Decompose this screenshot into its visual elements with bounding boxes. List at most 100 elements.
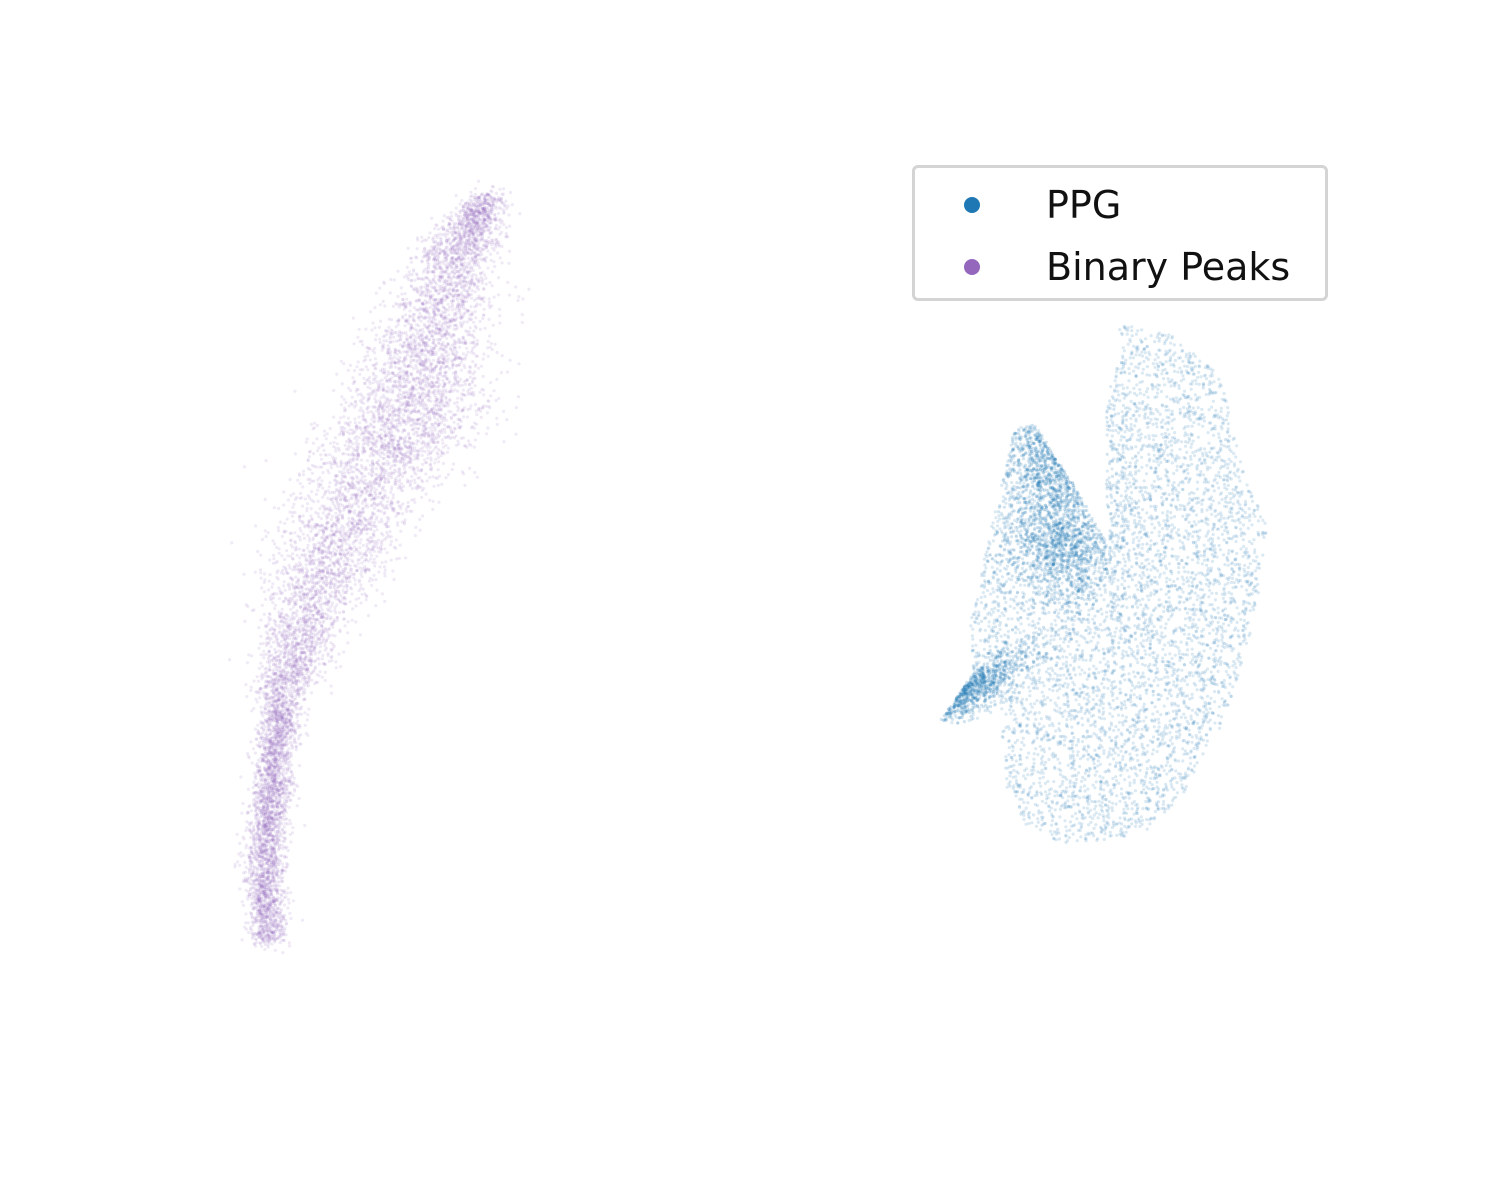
ppg-point xyxy=(1148,457,1152,461)
ppg-point xyxy=(1229,580,1233,584)
ppg-point xyxy=(1125,446,1129,450)
ppg-point xyxy=(1132,537,1136,542)
ppg-point xyxy=(1057,597,1061,601)
ppg-point xyxy=(992,570,996,574)
ppg-point xyxy=(1134,445,1138,449)
ppg-point xyxy=(1175,683,1179,687)
ppg-point xyxy=(1137,580,1141,584)
ppg-point xyxy=(1013,687,1017,692)
ppg-point xyxy=(1133,461,1138,465)
ppg-point xyxy=(1154,671,1159,675)
ppg-point xyxy=(1250,542,1254,546)
ppg-point xyxy=(1136,758,1140,763)
ppg-point xyxy=(1066,498,1070,502)
ppg-point xyxy=(1041,701,1045,706)
ppg-point xyxy=(1029,446,1033,450)
ppg-point xyxy=(1156,730,1160,734)
ppg-point xyxy=(1117,646,1121,650)
ppg-point xyxy=(1166,377,1170,381)
ppg-point xyxy=(1257,562,1261,566)
ppg-point xyxy=(1182,600,1186,604)
ppg-point xyxy=(1003,607,1007,611)
ppg-point xyxy=(1172,485,1176,489)
ppg-point xyxy=(1038,681,1042,685)
ppg-point xyxy=(1229,449,1233,453)
ppg-point xyxy=(1066,794,1071,798)
ppg-point xyxy=(1167,617,1171,622)
ppg-point xyxy=(1103,673,1107,677)
ppg-point xyxy=(1122,672,1126,677)
ppg-point xyxy=(1078,687,1082,691)
ppg-point xyxy=(1056,757,1060,761)
ppg-point xyxy=(986,651,990,655)
ppg-point xyxy=(1121,649,1125,653)
ppg-point xyxy=(1243,570,1247,574)
ppg-point xyxy=(1139,790,1143,794)
ppg-point xyxy=(1148,639,1152,643)
ppg-point xyxy=(1223,522,1227,526)
ppg-point xyxy=(1135,438,1139,442)
ppg-point xyxy=(1134,409,1138,414)
ppg-point xyxy=(1024,488,1028,492)
ppg-point xyxy=(1159,460,1163,464)
ppg-point xyxy=(1103,794,1107,798)
ppg-point xyxy=(1036,820,1040,824)
ppg-point xyxy=(1182,565,1186,570)
ppg-point xyxy=(1250,592,1254,596)
ppg-point xyxy=(1182,632,1186,636)
ppg-point xyxy=(1010,757,1014,762)
ppg-point xyxy=(999,544,1003,548)
ppg-point xyxy=(1118,816,1122,820)
ppg-point xyxy=(1143,337,1148,341)
ppg-point xyxy=(1080,668,1084,672)
ppg-point xyxy=(1155,425,1159,429)
ppg-point xyxy=(1051,487,1055,492)
ppg-point xyxy=(1198,474,1202,478)
ppg-point xyxy=(1224,661,1228,666)
ppg-point xyxy=(1197,742,1201,746)
ppg-point xyxy=(993,645,998,649)
ppg-point xyxy=(1098,623,1102,627)
ppg-point xyxy=(1048,829,1052,833)
ppg-point xyxy=(1115,398,1119,402)
ppg-point xyxy=(991,669,996,673)
ppg-point xyxy=(1254,559,1258,563)
ppg-point xyxy=(1047,788,1051,792)
ppg-point xyxy=(1066,804,1070,808)
ppg-point xyxy=(1163,626,1167,630)
ppg-point xyxy=(1139,603,1143,607)
ppg-point xyxy=(1006,617,1010,621)
ppg-point xyxy=(1005,777,1009,781)
ppg-point xyxy=(1185,611,1189,615)
ppg-point xyxy=(1244,550,1248,554)
ppg-point xyxy=(1167,589,1171,593)
ppg-point xyxy=(1131,746,1135,750)
ppg-point xyxy=(1110,738,1114,743)
ppg-point xyxy=(1175,468,1179,472)
ppg-point xyxy=(1085,729,1089,733)
ppg-point xyxy=(1181,514,1185,518)
ppg-point xyxy=(1150,787,1154,791)
ppg-point xyxy=(1062,640,1066,644)
ppg-point xyxy=(1068,631,1072,636)
ppg-point xyxy=(1077,809,1082,813)
ppg-point xyxy=(1234,585,1238,589)
ppg-point xyxy=(1189,714,1193,718)
ppg-point xyxy=(1198,708,1202,712)
ppg-point xyxy=(1118,616,1122,620)
ppg-point xyxy=(1252,508,1256,513)
ppg-point xyxy=(1045,652,1049,656)
ppg-point xyxy=(1081,685,1086,689)
ppg-point xyxy=(978,629,982,633)
ppg-point xyxy=(1154,471,1158,475)
ppg-point xyxy=(1233,519,1237,523)
ppg-point xyxy=(1159,713,1163,717)
ppg-point xyxy=(1121,346,1125,350)
ppg-point xyxy=(1217,474,1221,478)
ppg-point xyxy=(1137,433,1141,437)
ppg-point xyxy=(1193,591,1197,595)
ppg-point xyxy=(1128,730,1132,734)
ppg-point xyxy=(1139,641,1143,645)
ppg-point xyxy=(1015,492,1020,496)
ppg-point xyxy=(1014,534,1018,538)
